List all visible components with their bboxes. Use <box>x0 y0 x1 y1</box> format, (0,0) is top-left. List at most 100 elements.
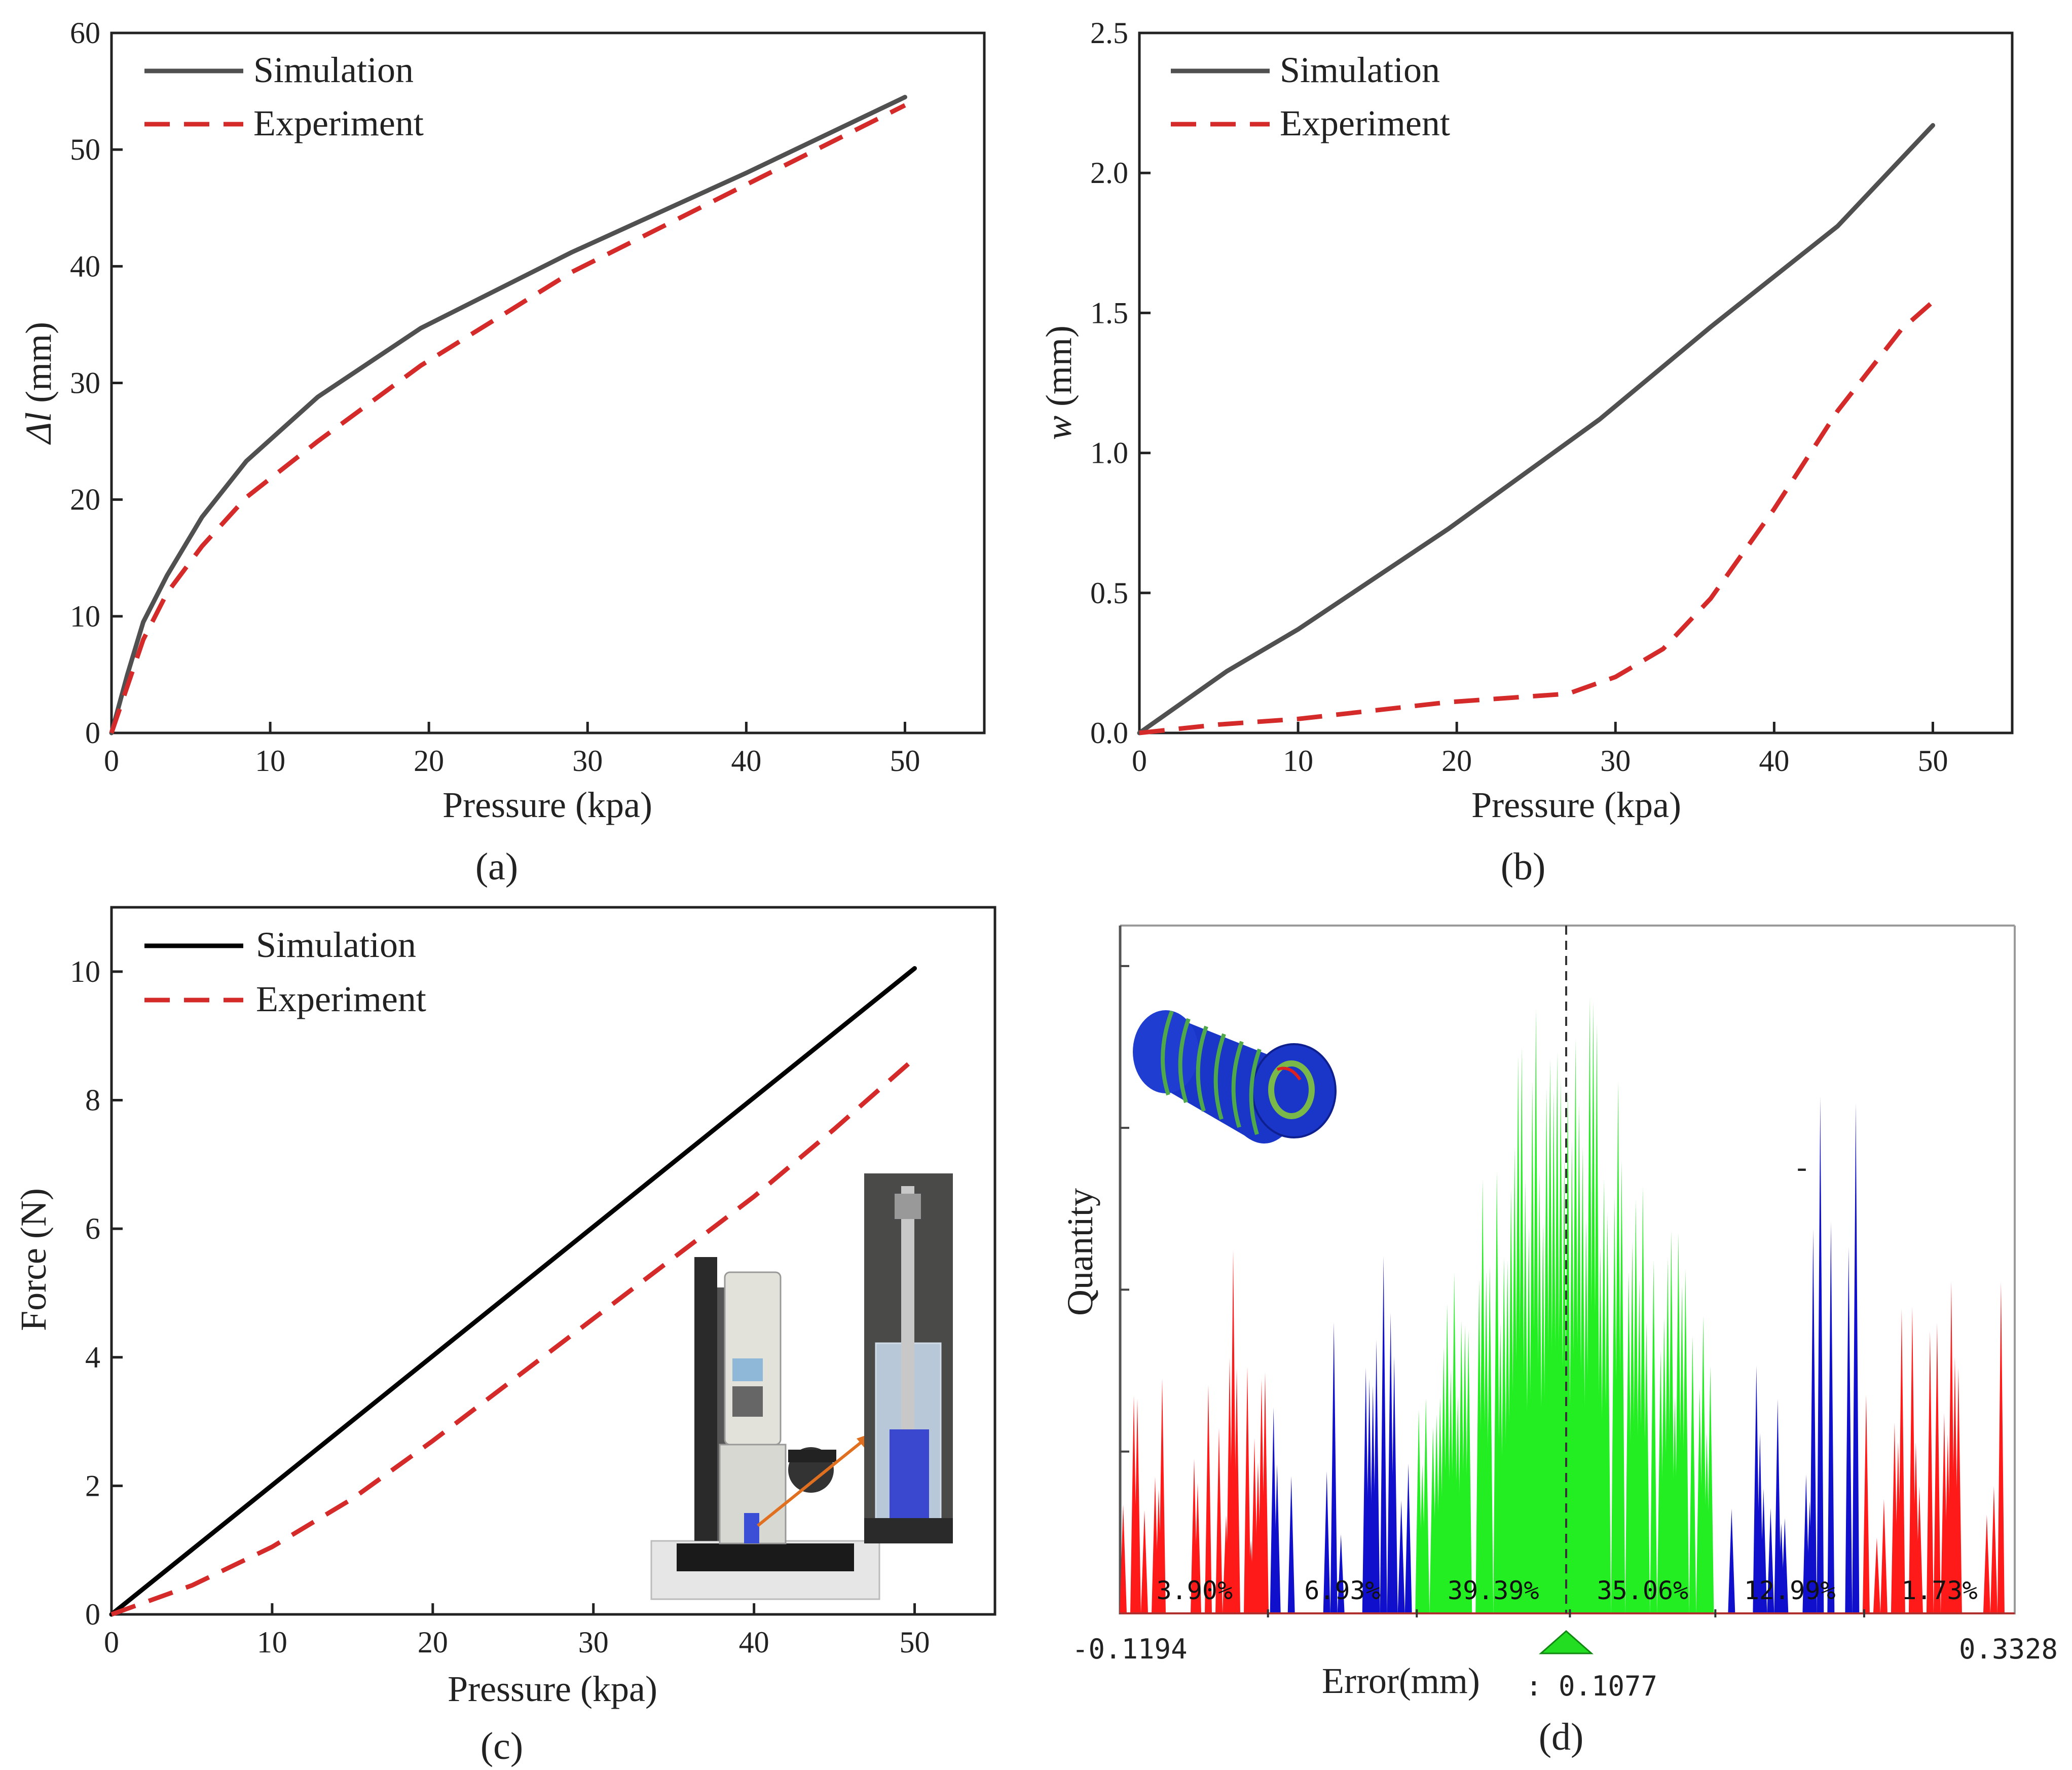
histogram-bar <box>1134 1398 1141 1613</box>
y-tick-label: 30 <box>70 366 100 400</box>
y-axis-label: w (mm) <box>1039 325 1079 440</box>
histogram-bar <box>1827 1222 1835 1613</box>
series-line-experiment <box>109 103 906 734</box>
closeup-sample <box>890 1429 929 1521</box>
tick-group <box>1120 965 1129 1453</box>
segment-percent-label: 12.99% <box>1744 1576 1836 1605</box>
histogram-bar <box>1898 1308 1905 1613</box>
histogram-bar <box>1643 1322 1650 1613</box>
y-tick-label: 1.0 <box>1090 436 1128 470</box>
histogram-bar <box>1767 1508 1774 1613</box>
x-max-label: 0.3328 <box>1959 1633 2058 1665</box>
legend: Simulation Experiment <box>144 50 424 143</box>
cylinder-ring <box>1231 1041 1244 1128</box>
legend: Simulation Experiment <box>1171 50 1450 143</box>
y-tick-label: 1.5 <box>1090 296 1128 329</box>
legend-label-simulation: Simulation <box>253 50 414 90</box>
x-axis-label: Error(mm) <box>1322 1661 1480 1701</box>
series-group <box>109 966 917 1617</box>
histogram-bar <box>1689 1336 1696 1613</box>
stand-base-plate <box>677 1543 854 1571</box>
cylinder-end-cap <box>1251 1043 1337 1138</box>
legend-label-simulation: Simulation <box>256 925 416 965</box>
histogram-bar <box>1380 1256 1387 1613</box>
x-tick-label: 10 <box>255 744 285 778</box>
legend: Simulation Experiment <box>144 925 426 1019</box>
panel-a-chart: 0 10 20 30 40 50 0 10 20 30 40 50 60 Simulation Expe… <box>18 16 986 888</box>
y-tick-label: 4 <box>85 1341 100 1374</box>
y-tick-label: 50 <box>70 133 100 166</box>
y-tick-label: 0.5 <box>1090 576 1128 610</box>
series-line-experiment <box>110 1056 916 1617</box>
y-tick-label: 2 <box>85 1469 100 1502</box>
histogram-bar <box>1233 1368 1240 1613</box>
y-tick-label: 0 <box>85 1598 100 1631</box>
segment-percent-label: 1.73% <box>1901 1576 1978 1605</box>
series-line-experiment <box>1139 300 1935 735</box>
panel-caption: (b) <box>1501 845 1546 888</box>
y-axis-label: Force (N) <box>13 1188 54 1331</box>
histogram-bar <box>1862 1395 1870 1613</box>
histogram-bar <box>1397 1500 1405 1613</box>
histogram-bar <box>1194 1483 1201 1613</box>
legend-label-experiment: Experiment <box>1280 103 1450 143</box>
x-tick-label: 10 <box>257 1626 287 1659</box>
histogram-bar <box>1682 1269 1689 1613</box>
histogram-bar <box>1422 1397 1430 1613</box>
x-tick-label: 20 <box>414 744 444 778</box>
dash-mark: - <box>1797 1150 1807 1184</box>
panel-caption: (d) <box>1539 1716 1584 1758</box>
tick-group: 0 10 20 30 40 50 0.0 0.5 1.0 1.5 2.0 2.5 <box>1090 16 1948 778</box>
x-tick-label: 10 <box>1283 744 1313 778</box>
histogram-bar <box>1159 1378 1166 1613</box>
series-line-simulation <box>109 966 917 1617</box>
x-tick-label: 0 <box>1132 744 1147 778</box>
y-tick-label: 2.5 <box>1090 16 1128 50</box>
panel-caption: (c) <box>480 1725 523 1767</box>
histogram-bar <box>1287 1476 1295 1613</box>
segment-labels: 3.90% 6.93% 39.39% 35.06% 12.99% 1.73% <box>1157 1576 1978 1617</box>
x-tick-label: 40 <box>1759 744 1789 778</box>
histogram-bar <box>1852 1102 1860 1613</box>
cylinder-ring <box>1196 1025 1208 1112</box>
legend-label-experiment: Experiment <box>256 979 426 1019</box>
cylinder-model-icon <box>1133 1010 1337 1144</box>
legend-label-simulation: Simulation <box>1280 50 1440 90</box>
series-line-simulation <box>109 95 907 735</box>
histogram-bar <box>1997 1281 2005 1613</box>
series-group <box>1137 123 1935 735</box>
x-tick-label: 0 <box>104 1626 119 1659</box>
plot-frame <box>1138 31 2014 734</box>
x-axis-label: Pressure (kpa) <box>448 1669 657 1709</box>
histogram-bar <box>1244 1366 1251 1613</box>
histogram-bar <box>1205 1385 1212 1613</box>
histogram-bar <box>1809 1229 1817 1613</box>
x-tick-label: 40 <box>739 1626 769 1659</box>
legend-label-experiment: Experiment <box>253 103 424 143</box>
panel-b-chart: 0 10 20 30 40 50 0.0 0.5 1.0 1.5 2.0 2.5 Simulation… <box>1039 16 2014 888</box>
cylinder-ring <box>1161 1010 1174 1096</box>
x-tick-label: 50 <box>900 1626 930 1659</box>
x-axis-label: Pressure (kpa) <box>442 785 652 825</box>
panel-caption: (a) <box>475 845 518 888</box>
histogram-bar <box>1373 1340 1380 1613</box>
x-tick-label: 40 <box>731 744 761 778</box>
y-tick-label: 10 <box>70 955 100 988</box>
histogram-bar <box>1873 1537 1880 1613</box>
histogram-bar <box>1273 1464 1281 1613</box>
histogram-bar <box>1618 1160 1625 1613</box>
y-axis-label: Δl (mm) <box>18 322 59 445</box>
mean-marker-triangle <box>1539 1630 1594 1654</box>
x-min-label: -0.1194 <box>1072 1633 1188 1665</box>
x-tick-label: 20 <box>418 1626 448 1659</box>
x-tick-label: 50 <box>890 744 920 778</box>
sample-cup <box>744 1513 759 1543</box>
inset-arrow <box>757 1435 869 1527</box>
force-gauge-keypad <box>732 1386 763 1417</box>
segment-percent-label: 6.93% <box>1304 1576 1381 1605</box>
stand-handwheel-arm <box>788 1450 836 1462</box>
cylinder-rings <box>1161 1010 1262 1135</box>
histogram-bar <box>1120 1504 1127 1613</box>
y-tick-label: 8 <box>85 1083 100 1117</box>
